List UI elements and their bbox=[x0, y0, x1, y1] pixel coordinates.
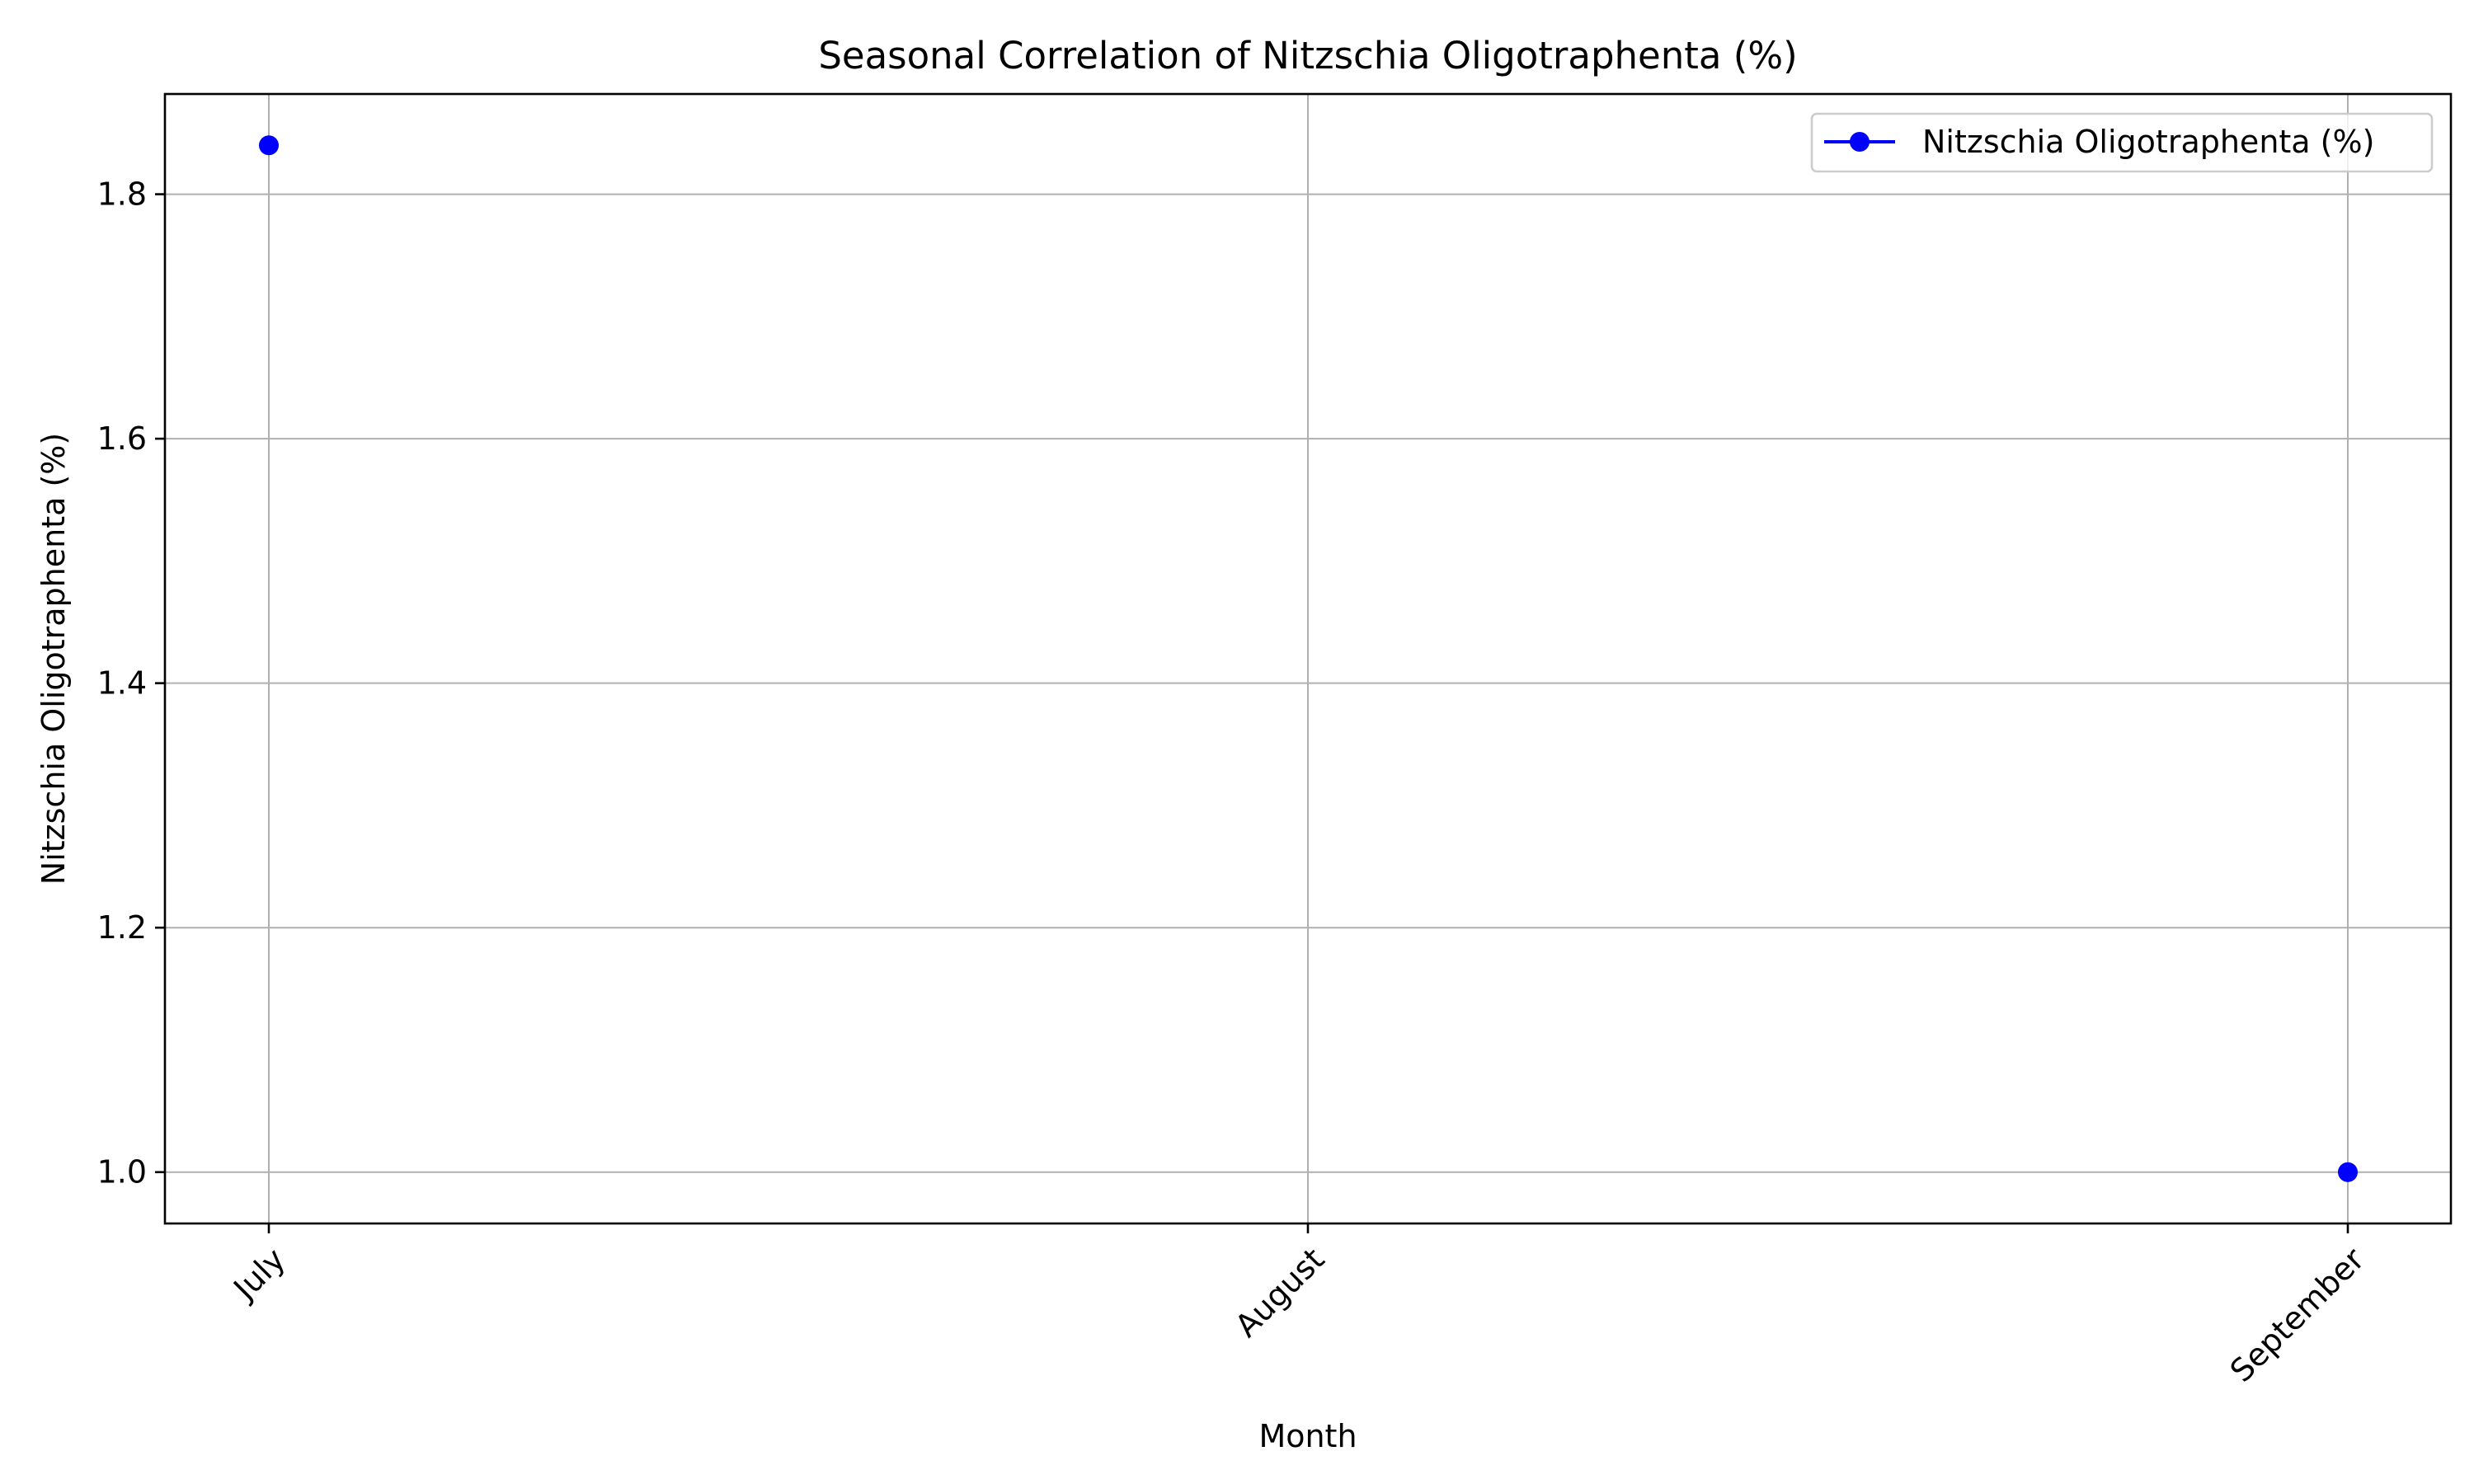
y-tick-label: 1.6 bbox=[97, 420, 147, 457]
y-tick-label: 1.8 bbox=[97, 176, 147, 213]
y-tick-label: 1.0 bbox=[97, 1154, 147, 1190]
legend-box bbox=[1810, 112, 2434, 173]
x-axis-label: Month bbox=[1258, 1418, 1357, 1454]
legend-marker-swatch bbox=[1850, 132, 1870, 152]
data-point bbox=[2338, 1162, 2358, 1182]
series-layer bbox=[259, 135, 2358, 1182]
chart-title: Seasonal Correlation of Nitzschia Oligot… bbox=[818, 34, 1797, 77]
legend: Nitzschia Oligotraphenta (%) bbox=[1810, 112, 2434, 173]
data-point bbox=[259, 135, 279, 156]
grid bbox=[165, 94, 2451, 1223]
y-tick-label: 1.2 bbox=[97, 909, 147, 946]
y-axis-label: Nitzschia Oligotraphenta (%) bbox=[35, 433, 72, 885]
y-tick-label: 1.4 bbox=[97, 665, 147, 702]
y-axis-ticks: 1.0 1.2 1.4 1.6 1.8 bbox=[97, 176, 165, 1190]
legend-label: Nitzschia Oligotraphenta (%) bbox=[1922, 124, 2374, 160]
